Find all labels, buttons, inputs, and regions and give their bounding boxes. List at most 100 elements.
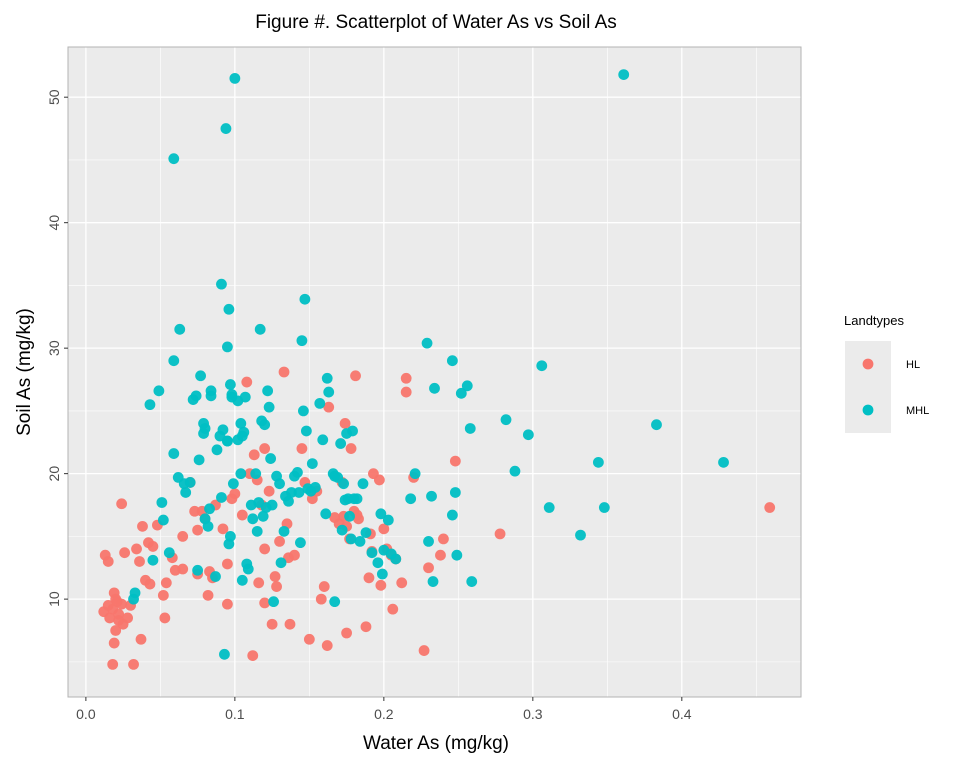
data-point (236, 509, 248, 521)
legend-title: Landtypes (844, 313, 904, 328)
data-point (651, 419, 662, 431)
data-point (423, 562, 434, 574)
data-point (427, 576, 439, 587)
data-point (168, 153, 180, 165)
data-point (320, 508, 332, 520)
data-point (449, 487, 461, 498)
data-point (438, 533, 449, 545)
data-point (269, 571, 281, 582)
data-point (451, 549, 463, 561)
data-point (575, 529, 586, 541)
legend-label-mhl: MHL (906, 405, 929, 417)
data-point (180, 487, 192, 498)
y-tick-label: 50 (46, 89, 62, 105)
data-point (421, 337, 433, 349)
data-point (338, 478, 350, 490)
data-point (177, 530, 189, 542)
data-point (268, 596, 279, 608)
data-point (494, 528, 506, 540)
data-point (284, 618, 296, 630)
data-point (131, 543, 142, 555)
data-point (210, 571, 221, 582)
data-point (345, 443, 357, 454)
data-point (235, 468, 247, 480)
data-point (236, 574, 248, 586)
data-point (278, 525, 290, 537)
data-point (266, 618, 278, 630)
data-point (168, 448, 180, 459)
data-point (315, 593, 327, 605)
data-point (137, 520, 148, 532)
data-point (223, 303, 235, 315)
x-tick-label: 0.2 (374, 706, 394, 722)
data-point (229, 72, 241, 84)
data-point (314, 397, 326, 409)
data-point (222, 435, 233, 447)
data-point (461, 380, 473, 392)
data-points (98, 69, 776, 670)
data-point (263, 401, 275, 413)
data-point (241, 376, 253, 388)
data-point (592, 456, 604, 468)
data-point (400, 386, 412, 398)
data-point (129, 587, 141, 599)
y-axis-title: Soil As (mg/kg) (14, 308, 35, 436)
data-point (500, 414, 512, 426)
data-point (318, 581, 330, 592)
data-point (375, 508, 387, 520)
data-point (426, 490, 437, 502)
data-point (157, 589, 169, 601)
x-tick-label: 0.3 (523, 706, 543, 722)
data-point (156, 497, 168, 508)
data-point (250, 468, 262, 480)
data-point (321, 640, 333, 651)
x-axis-title: Water As (mg/kg) (363, 733, 509, 754)
data-point (271, 581, 282, 592)
data-point (376, 568, 388, 580)
data-point (184, 477, 196, 488)
data-point (283, 495, 294, 507)
data-point (718, 456, 729, 468)
data-point (323, 386, 335, 398)
legend-key-hl (862, 358, 874, 370)
data-point (292, 466, 303, 478)
data-point (598, 502, 610, 513)
data-point (259, 419, 271, 431)
data-point (522, 429, 534, 441)
data-point (222, 598, 233, 610)
legend-key-mhl (862, 404, 874, 416)
data-point (251, 525, 263, 537)
data-point (286, 487, 297, 498)
data-point (345, 533, 357, 545)
data-point (257, 510, 269, 522)
data-point (159, 612, 171, 624)
data-point (259, 543, 271, 555)
data-point (192, 524, 204, 536)
data-point (366, 547, 378, 559)
data-point (227, 478, 239, 490)
data-point (144, 399, 156, 411)
data-point (323, 401, 335, 413)
data-point (435, 549, 446, 561)
data-point (147, 541, 159, 552)
data-point (289, 549, 300, 561)
data-point (373, 474, 385, 486)
data-point (216, 492, 227, 503)
y-axis: 10 20 30 40 50 (46, 89, 68, 607)
data-point (263, 485, 275, 497)
data-point (147, 554, 159, 566)
data-point (202, 589, 214, 601)
data-point (113, 608, 125, 620)
data-point (764, 502, 776, 513)
data-point (174, 323, 186, 335)
data-point (360, 527, 372, 539)
data-point (446, 509, 458, 521)
data-point (110, 625, 122, 636)
data-point (116, 498, 128, 510)
data-point (297, 405, 309, 417)
data-point (405, 493, 417, 505)
data-point (266, 499, 278, 511)
data-point (296, 335, 308, 347)
data-point (222, 558, 233, 570)
data-point (262, 385, 274, 397)
